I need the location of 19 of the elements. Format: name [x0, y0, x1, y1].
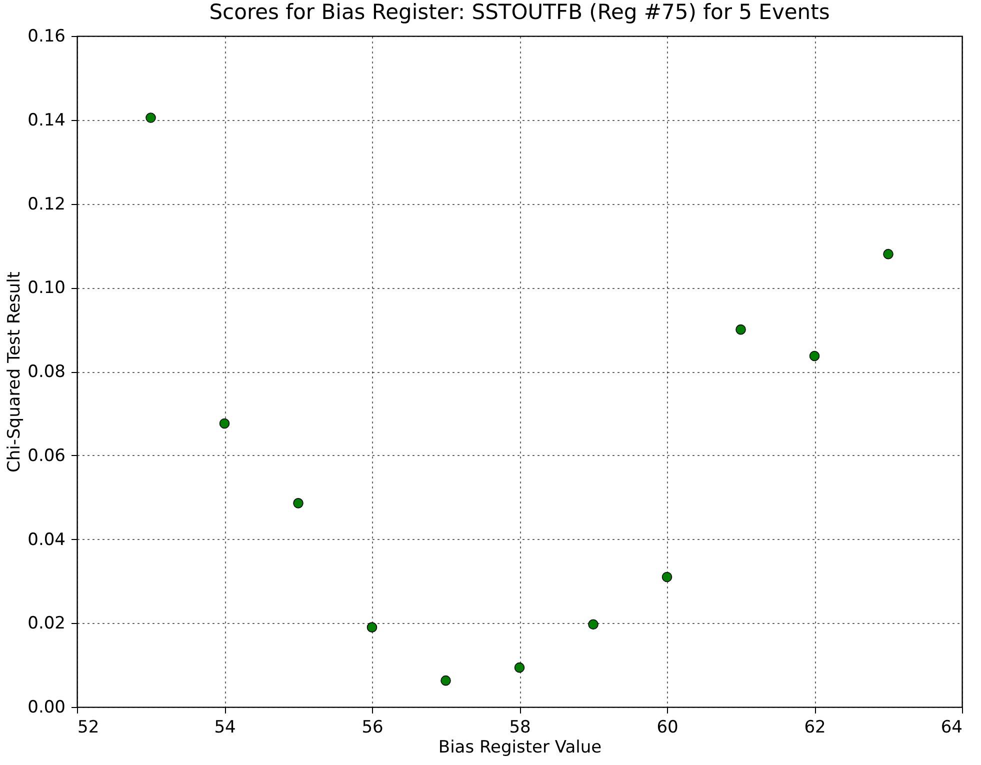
y-tick-label: 0.16: [28, 26, 66, 46]
y-tick-label: 0.08: [28, 362, 66, 382]
y-axis-title: Chi-Squared Test Result: [4, 271, 25, 472]
x-tick-label: 62: [804, 718, 826, 738]
x-tick-label: 64: [940, 718, 962, 738]
chart-title: Scores for Bias Register: SSTOUTFB (Reg #75) for 5 Events: [209, 0, 830, 24]
x-tick-label: 56: [362, 718, 384, 738]
y-tick-label: 0.04: [28, 530, 66, 550]
y-tick-label: 0.00: [28, 698, 66, 718]
y-tick-label: 0.10: [28, 278, 66, 298]
y-tick-label: 0.06: [28, 446, 66, 466]
x-tick-label: 58: [509, 718, 531, 738]
x-tick-label: 60: [656, 718, 678, 738]
x-axis-title: Bias Register Value: [438, 738, 602, 758]
y-tick-label: 0.12: [28, 194, 66, 214]
y-tick-label: 0.14: [28, 110, 66, 130]
y-tick-label: 0.02: [28, 614, 66, 634]
x-tick-label: 52: [78, 718, 100, 738]
x-tick-label: 54: [214, 718, 236, 738]
